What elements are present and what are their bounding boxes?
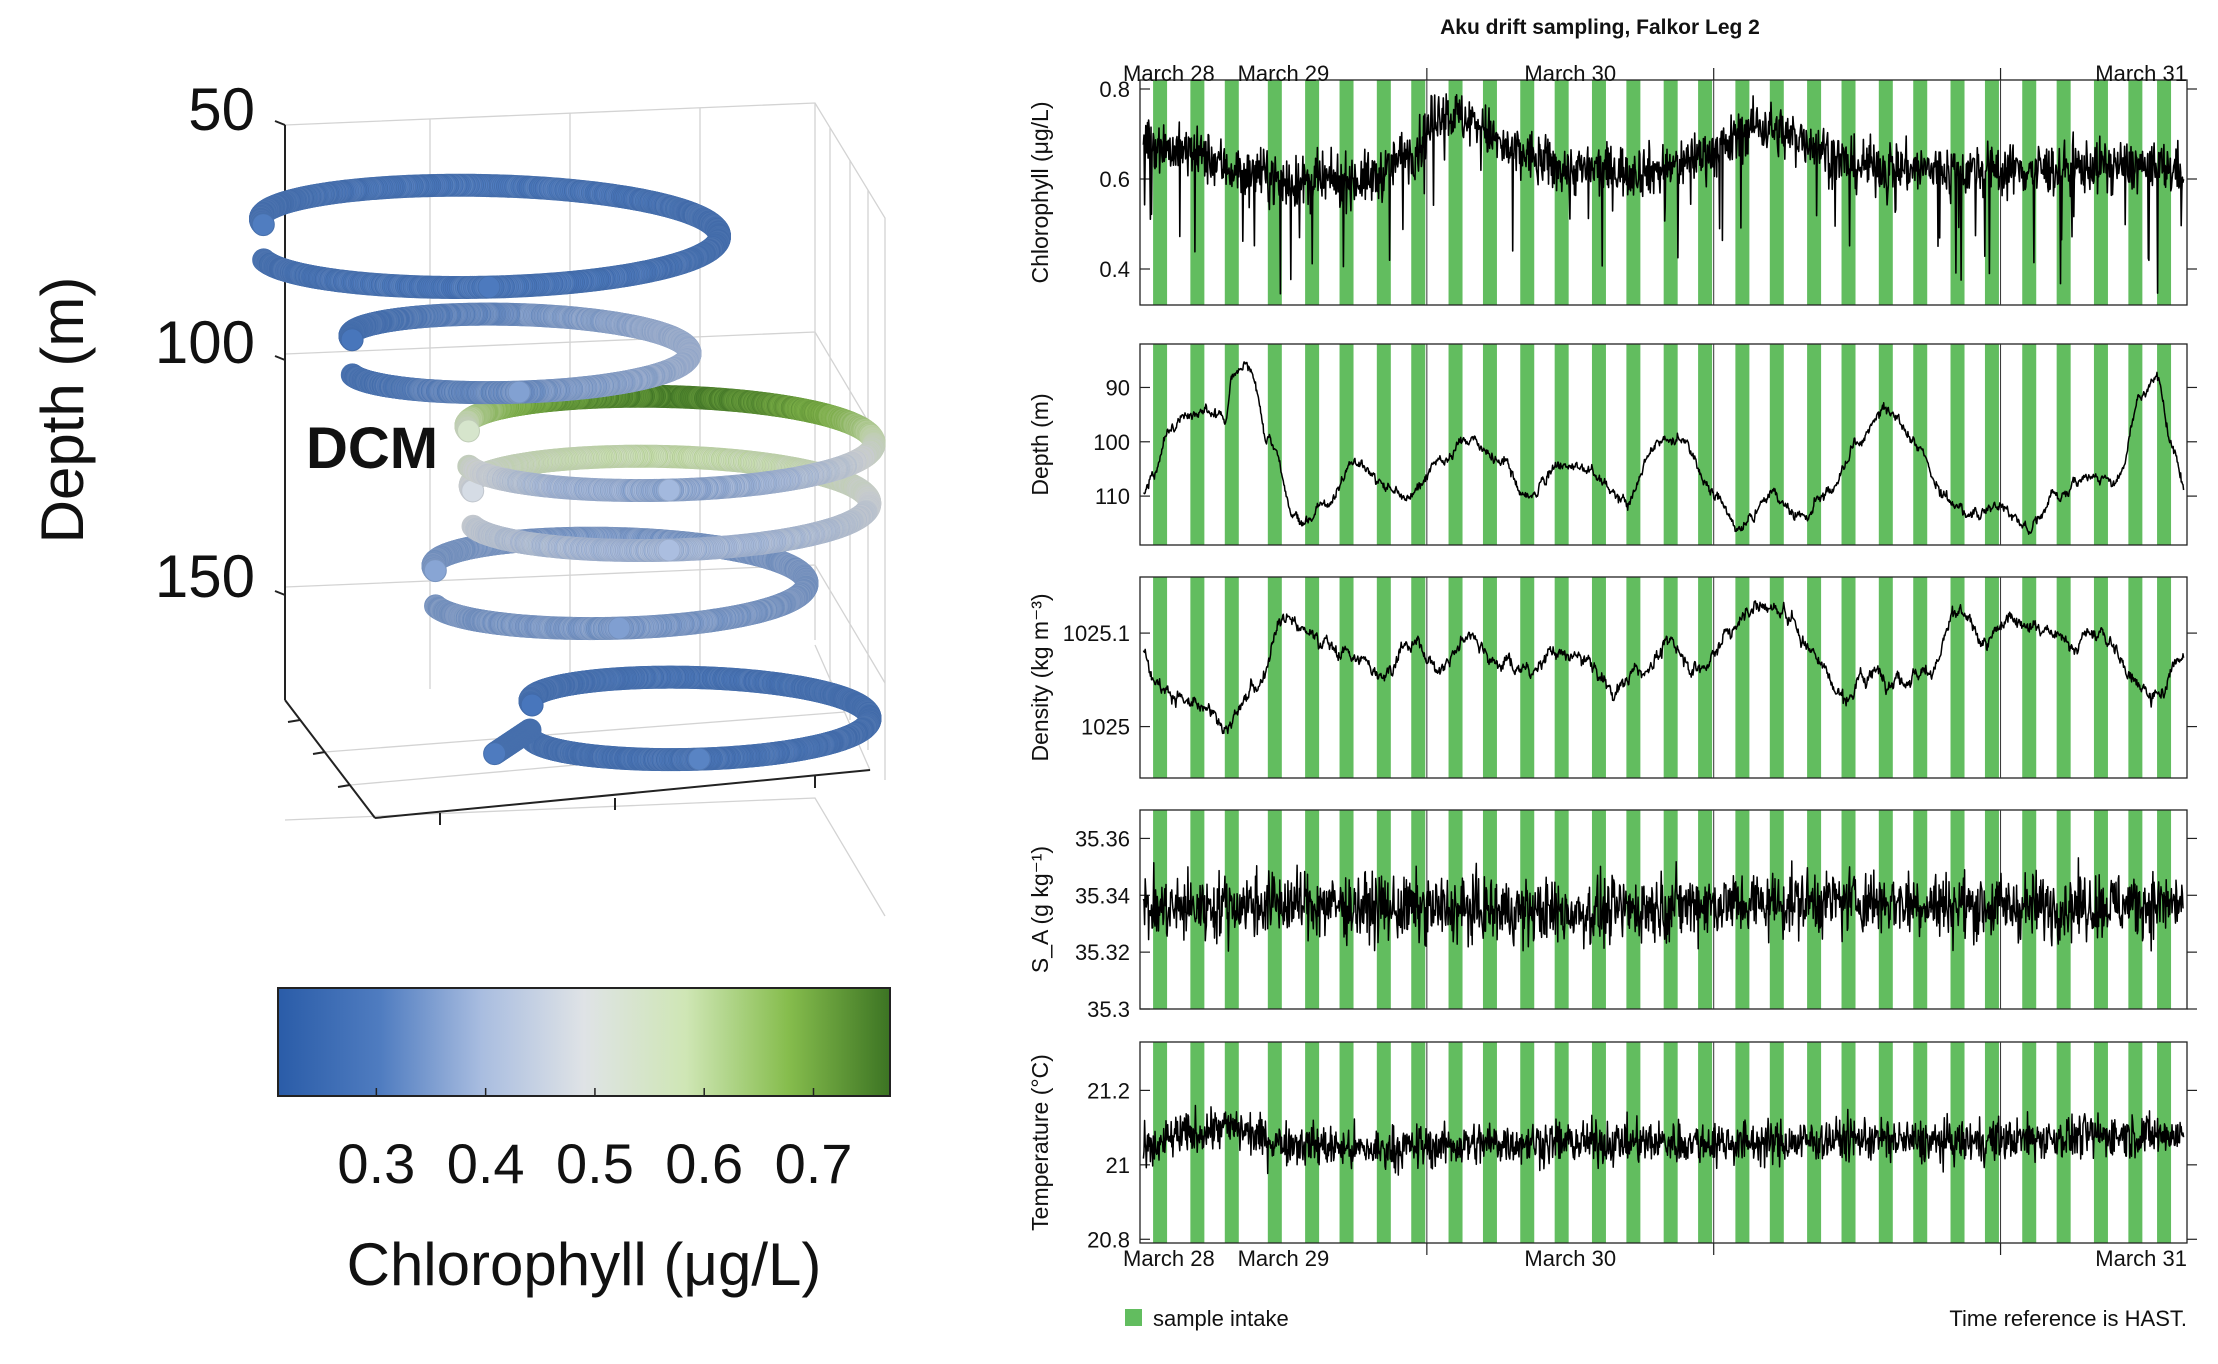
sample-intake-band: [2056, 577, 2071, 778]
sample-intake-band: [1807, 577, 1822, 778]
y-tick-label: 100: [1093, 430, 1130, 455]
sample-intake-band: [1698, 80, 1713, 305]
y-axis-label: Chlorophyll (μg/L): [1027, 102, 1053, 284]
sample-intake-band: [1190, 344, 1205, 545]
sample-intake-band: [1554, 344, 1569, 545]
sample-intake-band: [1807, 80, 1822, 305]
sample-intake-band: [2157, 80, 2172, 305]
sample-intake-band: [1878, 80, 1893, 305]
sample-intake-band: [1735, 577, 1750, 778]
sample-intake-band: [1339, 344, 1354, 545]
helix-3d-chart: Depth (m) 50 100 150 DCM 0.3 0.4 0.5 0.6 0.7…: [29, 76, 891, 1298]
sample-intake-band: [1984, 344, 1999, 545]
y-tick-label: 21.2: [1087, 1078, 1130, 1103]
y-tick-label: 90: [1106, 375, 1130, 400]
date-label-top: March 29: [1238, 61, 1330, 86]
y-axis-label: Density (kg m⁻³): [1027, 593, 1053, 761]
date-label-bottom: March 28: [1123, 1246, 1215, 1271]
y-tick-label: 1025: [1081, 715, 1130, 740]
sample-intake-bands: [1153, 80, 2172, 1243]
sample-intake-band: [1411, 344, 1426, 545]
sample-intake-band: [1411, 80, 1426, 305]
sample-intake-band: [1913, 577, 1928, 778]
y-tick-label: 35.3: [1087, 997, 1130, 1022]
sample-intake-band: [1520, 577, 1535, 778]
sample-intake-band: [1913, 80, 1928, 305]
sample-intake-band: [1591, 344, 1606, 545]
sample-intake-band: [2093, 344, 2108, 545]
sample-intake-band: [1554, 80, 1569, 305]
sample-intake-band: [1448, 344, 1463, 545]
sample-intake-band: [1950, 80, 1965, 305]
sample-intake-band: [1626, 344, 1641, 545]
sample-intake-band: [1626, 577, 1641, 778]
chart-title: Aku drift sampling, Falkor Leg 2: [1440, 16, 1760, 39]
sample-intake-band: [1224, 577, 1239, 778]
sample-intake-band: [1482, 344, 1497, 545]
y-tick-label: 21: [1106, 1153, 1130, 1178]
y-tick-label: 110: [1095, 484, 1130, 509]
y-tick-label: 35.32: [1075, 940, 1130, 965]
sample-intake-band: [1153, 80, 1168, 305]
sample-intake-band: [2022, 577, 2037, 778]
legend: sample intake: [1125, 1306, 1289, 1331]
sample-intake-band: [1153, 577, 1168, 778]
sample-intake-band: [1267, 344, 1282, 545]
sample-intake-band: [2157, 344, 2172, 545]
sample-intake-band: [1698, 344, 1713, 545]
sample-intake-band: [1520, 80, 1535, 305]
sample-intake-band: [1878, 577, 1893, 778]
date-label-bottom: March 31: [2095, 1246, 2187, 1271]
sample-intake-band: [2128, 80, 2143, 305]
sample-intake-band: [1878, 344, 1893, 545]
y-tick-label: 0.4: [1099, 257, 1130, 282]
y-tick-label: 0.6: [1099, 167, 1130, 192]
date-label-top: March 31: [2095, 61, 2187, 86]
date-label-top: March 28: [1123, 61, 1215, 86]
date-label-bottom: March 30: [1524, 1246, 1616, 1271]
sample-intake-band: [1769, 344, 1784, 545]
sample-intake-band: [1554, 577, 1569, 778]
sample-intake-band: [2056, 80, 2071, 305]
y-tick-label: 1025.1: [1063, 621, 1130, 646]
sample-intake-band: [1735, 80, 1750, 305]
helix-trajectory: [249, 173, 886, 772]
sample-intake-band: [1735, 344, 1750, 545]
legend-label: sample intake: [1153, 1306, 1289, 1331]
sample-intake-band: [1224, 80, 1239, 305]
sample-intake-band: [2022, 344, 2037, 545]
sample-intake-band: [2128, 344, 2143, 545]
sample-intake-band: [1984, 80, 1999, 305]
sample-intake-band: [1984, 577, 1999, 778]
y-axis-label: Depth (m): [1027, 393, 1053, 495]
y-tick-label: 35.34: [1075, 883, 1130, 908]
y-axis-label: S_A (g kg⁻¹): [1027, 846, 1053, 973]
sample-intake-band: [1520, 344, 1535, 545]
y-tick-label: 35.36: [1075, 826, 1130, 851]
time-reference-note: Time reference is HAST.: [1949, 1306, 2187, 1331]
sample-intake-band: [2093, 80, 2108, 305]
sample-intake-band: [1411, 577, 1426, 778]
sample-intake-band: [2056, 344, 2071, 545]
date-label-top: March 30: [1524, 61, 1616, 86]
sample-intake-band: [1482, 577, 1497, 778]
sample-intake-band: [1339, 577, 1354, 778]
sample-intake-band: [1153, 344, 1168, 545]
legend-swatch: [1125, 1309, 1142, 1326]
sample-intake-band: [1190, 80, 1205, 305]
sample-intake-band: [2093, 577, 2108, 778]
sample-intake-band: [1448, 577, 1463, 778]
sample-intake-band: [1190, 577, 1205, 778]
sample-intake-band: [1267, 577, 1282, 778]
sample-intake-band: [1663, 577, 1678, 778]
sample-intake-band: [1698, 577, 1713, 778]
sample-intake-band: [1841, 577, 1856, 778]
sample-intake-band: [1305, 344, 1320, 545]
date-label-bottom: March 29: [1238, 1246, 1330, 1271]
sample-intake-band: [1305, 577, 1320, 778]
y-axis-label: Temperature (°C): [1027, 1054, 1053, 1231]
sample-intake-band: [1224, 1042, 1239, 1243]
sample-intake-band: [1376, 344, 1391, 545]
